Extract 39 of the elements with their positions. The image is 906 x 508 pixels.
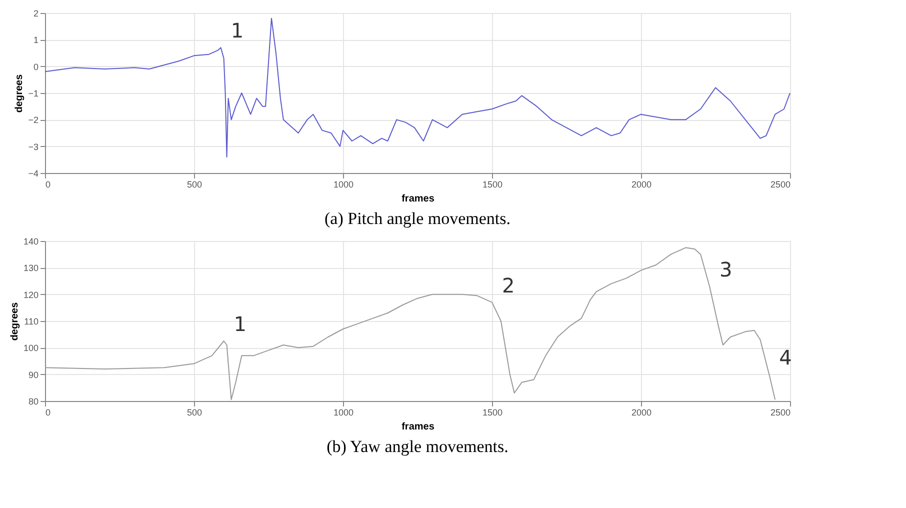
annotation: 2 [502, 273, 515, 298]
x-tick-label: 2500 [770, 408, 790, 418]
line-series [44, 18, 790, 158]
y-axis-title: degrees [9, 302, 20, 341]
x-tick-label: 1000 [333, 408, 354, 418]
x-tick-label: 1500 [482, 408, 503, 418]
y-tick-label: 1 [33, 35, 38, 46]
y-tick-label: −1 [28, 88, 38, 98]
y-tick-label: 130 [23, 263, 38, 274]
y-axis-title: degrees [14, 74, 26, 113]
y-tick-label: 0 [33, 62, 38, 72]
text: (a) Pitch angle movements. [324, 209, 511, 228]
x-tick-label: 2000 [631, 180, 652, 190]
x-tick-label: 1500 [482, 180, 503, 190]
y-tick-label: −4 [28, 168, 38, 178]
y-tick-label: −2 [28, 115, 38, 126]
text: (b) Yaw angle movements. [326, 437, 508, 456]
x-tick-label: 1000 [333, 180, 354, 190]
y-tick-label: 140 [23, 236, 38, 246]
x-axis-title: frames [402, 422, 435, 432]
line-series [44, 247, 776, 400]
x-axis-title: frames [402, 194, 435, 204]
y-tick-label: 120 [23, 290, 38, 300]
y-tick-label: 100 [23, 343, 38, 354]
x-tick-label: 0 [46, 408, 51, 418]
y-tick-label: −3 [28, 142, 38, 152]
x-tick-label: 500 [186, 408, 202, 418]
x-tick-label: 2500 [770, 180, 790, 190]
y-tick-label: 90 [28, 370, 38, 380]
y-tick-label: 110 [24, 316, 38, 326]
x-tick-label: 2000 [631, 408, 652, 418]
annotation: 3 [720, 257, 732, 282]
annotation: 1 [230, 18, 244, 43]
x-tick-label: 0 [46, 180, 51, 190]
y-tick-label: 2 [33, 8, 38, 18]
annotation: 1 [234, 312, 247, 336]
y-tick-label: 80 [28, 396, 38, 406]
x-tick-label: 500 [186, 180, 202, 190]
annotation: 4 [779, 345, 792, 370]
